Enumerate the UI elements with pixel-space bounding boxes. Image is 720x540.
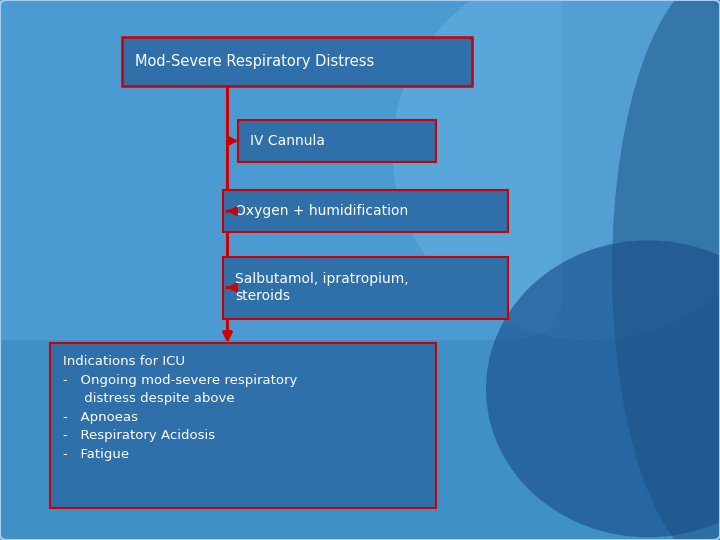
FancyBboxPatch shape bbox=[50, 343, 436, 508]
Text: Salbutamol, ipratropium,
steroids: Salbutamol, ipratropium, steroids bbox=[235, 273, 409, 302]
Text: Indications for ICU
-   Ongoing mod-severe respiratory
     distress despite abo: Indications for ICU - Ongoing mod-severe… bbox=[63, 355, 297, 461]
Text: Oxygen + humidification: Oxygen + humidification bbox=[235, 204, 409, 218]
FancyBboxPatch shape bbox=[122, 37, 472, 86]
Ellipse shape bbox=[392, 0, 720, 340]
FancyBboxPatch shape bbox=[0, 0, 562, 340]
Ellipse shape bbox=[486, 240, 720, 537]
FancyBboxPatch shape bbox=[223, 190, 508, 232]
Text: IV Cannula: IV Cannula bbox=[250, 134, 325, 148]
Text: Mod-Severe Respiratory Distress: Mod-Severe Respiratory Distress bbox=[135, 54, 374, 69]
FancyBboxPatch shape bbox=[238, 120, 436, 162]
Ellipse shape bbox=[612, 0, 720, 540]
FancyBboxPatch shape bbox=[223, 256, 508, 319]
